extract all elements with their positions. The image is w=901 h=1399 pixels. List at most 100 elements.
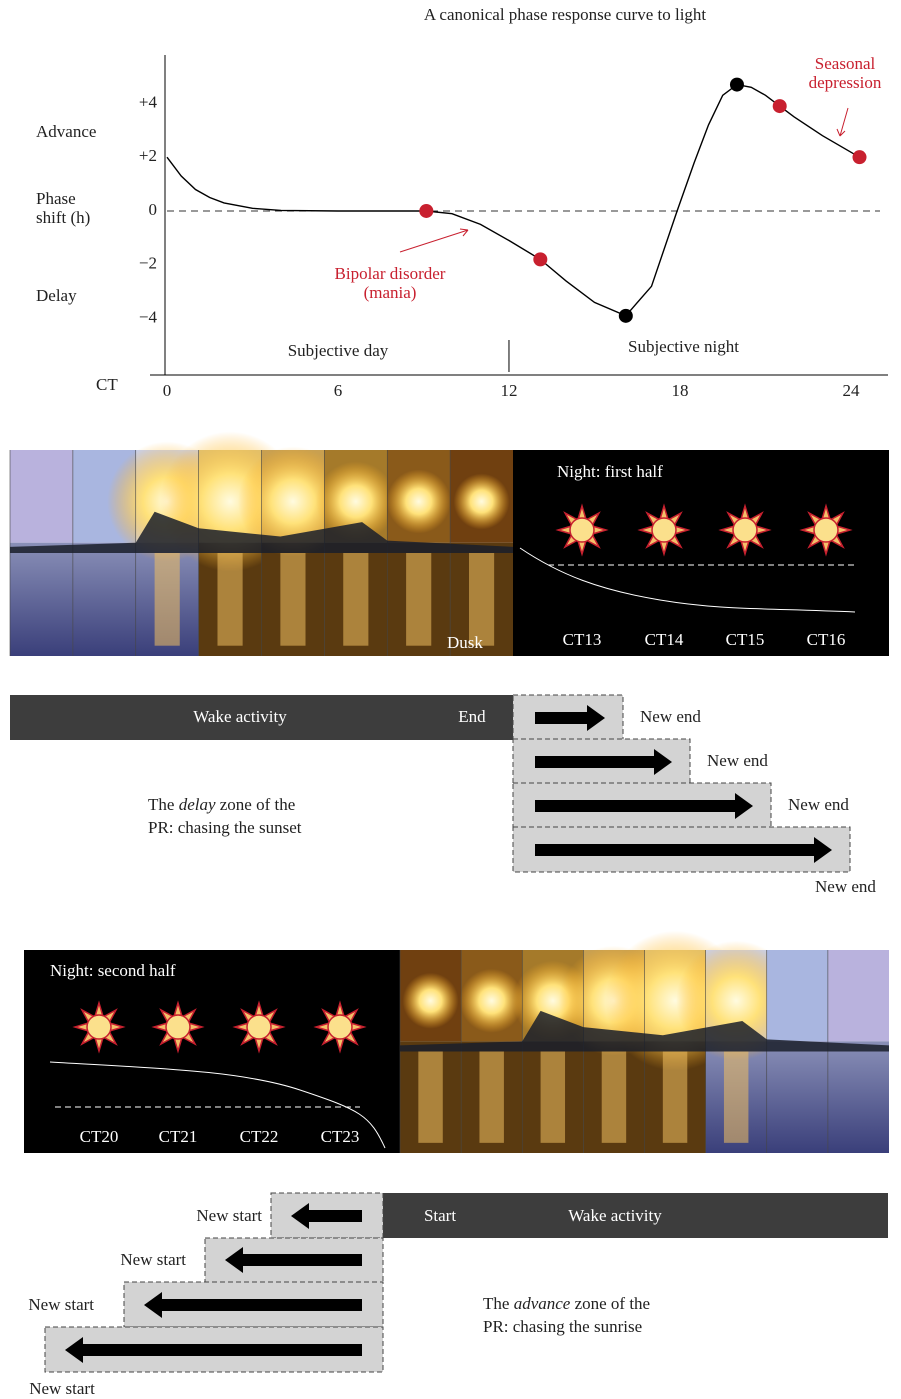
- night-title: Night: first half: [557, 462, 663, 481]
- annotation: Bipolar disorder: [335, 264, 446, 283]
- arrow-shaft: [535, 712, 587, 724]
- sky: [828, 950, 889, 1041]
- y-label: shift (h): [36, 208, 90, 227]
- sun-glow: [454, 474, 510, 530]
- note-text: The: [148, 795, 174, 814]
- night-box: [24, 950, 400, 1153]
- y-tick-label: −2: [139, 254, 157, 273]
- reflection: [724, 1052, 748, 1143]
- sun: [166, 1015, 190, 1039]
- sky: [10, 450, 73, 543]
- reflection: [469, 553, 494, 646]
- y-label: Phase: [36, 189, 76, 208]
- sun: [814, 518, 838, 542]
- prc-curve: [167, 85, 860, 316]
- y-tick-label: +2: [139, 146, 157, 165]
- ct-label: CT22: [240, 1127, 279, 1146]
- ct-label: CT20: [80, 1127, 119, 1146]
- prc-point: [773, 99, 787, 113]
- note: The advance zone of the: [483, 1294, 650, 1313]
- new-start-label: New start: [28, 1295, 94, 1314]
- start-label: Start: [424, 1206, 456, 1225]
- night-title: Night: second half: [50, 961, 176, 980]
- x-tick-label: 0: [163, 381, 172, 400]
- x-label: CT: [96, 375, 118, 394]
- dusk-photo: [10, 432, 513, 657]
- y-tick-label: +4: [139, 92, 158, 111]
- sun: [247, 1015, 271, 1039]
- note: PR: chasing the sunrise: [483, 1317, 642, 1336]
- wake-label: Wake activity: [568, 1206, 662, 1225]
- reflection: [280, 553, 305, 646]
- note-text: The: [483, 1294, 509, 1313]
- new-end-label: New end: [707, 751, 768, 770]
- ct-label: CT14: [645, 630, 684, 649]
- reflection: [155, 553, 180, 646]
- arrow-shaft: [83, 1344, 362, 1356]
- sun-glow: [387, 470, 451, 534]
- arrow-shaft: [309, 1210, 362, 1222]
- advance-label: Advance: [36, 122, 96, 141]
- sun: [570, 518, 594, 542]
- new-end-label: New end: [640, 707, 701, 726]
- reflection: [217, 553, 242, 646]
- sun: [87, 1015, 111, 1039]
- arrow-shaft: [243, 1254, 362, 1266]
- wake-label: Wake activity: [193, 707, 287, 726]
- new-start-label: New start: [120, 1250, 186, 1269]
- annotation: Seasonal: [815, 54, 876, 73]
- sun: [652, 518, 676, 542]
- delay-label: Delay: [36, 286, 77, 305]
- prc-point: [533, 252, 547, 266]
- ct-label: CT13: [563, 630, 602, 649]
- new-start-label: New start: [29, 1379, 95, 1398]
- arrow-shaft: [162, 1299, 362, 1311]
- x-tick-label: 12: [500, 381, 517, 400]
- ct-label: CT15: [726, 630, 765, 649]
- ct-label: CT23: [321, 1127, 360, 1146]
- annotation-arrow: [400, 229, 468, 252]
- reflection: [541, 1052, 565, 1143]
- new-start-label: New start: [196, 1206, 262, 1225]
- dawn-photo: [400, 931, 889, 1153]
- arrow-shaft: [535, 756, 654, 768]
- new-end-label: New end: [815, 877, 876, 896]
- annotation: (mania): [364, 283, 417, 302]
- water: [828, 1041, 889, 1153]
- y-tick-label: −4: [139, 307, 158, 326]
- water: [73, 543, 136, 656]
- prc-point: [853, 150, 867, 164]
- reflection: [602, 1052, 626, 1143]
- ct-label: CT16: [807, 630, 846, 649]
- sun-glow: [403, 973, 459, 1029]
- end-label: End: [458, 707, 486, 726]
- region-label: Subjective night: [628, 337, 739, 356]
- arrow-shaft: [535, 800, 735, 812]
- new-end-label: New end: [788, 795, 849, 814]
- water: [767, 1041, 828, 1153]
- region-label: Subjective day: [288, 341, 389, 360]
- annotation-arrow: [837, 108, 848, 136]
- note: The delay zone of the: [148, 795, 295, 814]
- chart-title: A canonical phase response curve to ligh…: [424, 5, 707, 24]
- prc-point: [619, 309, 633, 323]
- water: [10, 543, 73, 656]
- x-tick-label: 18: [671, 381, 688, 400]
- ct-label: CT21: [159, 1127, 198, 1146]
- prc-point: [419, 204, 433, 218]
- reflection: [343, 553, 368, 646]
- arrow-shaft: [535, 844, 814, 856]
- reflection: [479, 1052, 503, 1143]
- note: PR: chasing the sunset: [148, 818, 302, 837]
- figure: A canonical phase response curve to ligh…: [0, 0, 901, 1399]
- reflection: [406, 553, 431, 646]
- annotation: depression: [809, 73, 882, 92]
- note-text: zone of the: [220, 795, 296, 814]
- reflection: [663, 1052, 687, 1143]
- reflection: [418, 1052, 442, 1143]
- note-text: zone of the: [575, 1294, 651, 1313]
- note-italic: delay: [179, 795, 216, 814]
- dusk-label: Dusk: [447, 633, 483, 652]
- sky: [767, 950, 828, 1041]
- sun: [328, 1015, 352, 1039]
